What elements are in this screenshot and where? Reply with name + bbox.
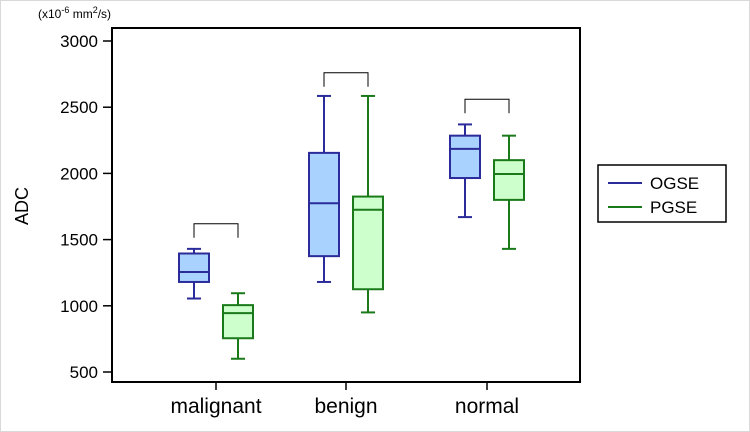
- unit-exponent: -6: [61, 5, 69, 15]
- unit-suffix: /s): [98, 7, 111, 21]
- legend-label-pgse: PGSE: [650, 198, 697, 217]
- boxes-group: [178, 94, 525, 360]
- bracket-benign: [323, 72, 369, 87]
- box-ogse-malignant-iqr: [178, 252, 210, 283]
- legend-label-ogse: OGSE: [650, 174, 699, 193]
- unit-prefix: (x10: [38, 7, 62, 21]
- y-tick-label-2500: 2500: [60, 98, 98, 117]
- legend-box: [597, 164, 727, 223]
- y-tick-label-1500: 1500: [60, 231, 98, 250]
- box-ogse-normal: [449, 123, 481, 219]
- x-tick-label-benign: benign: [314, 395, 377, 418]
- bracket-malignant: [193, 223, 239, 238]
- y-tick-label-500: 500: [70, 363, 98, 382]
- x-tick-label-malignant: malignant: [170, 395, 261, 418]
- y-tick-label-1000: 1000: [60, 297, 98, 316]
- box-pgse-benign-iqr: [352, 195, 384, 291]
- box-pgse-malignant: [222, 292, 254, 360]
- x-tick-label-normal: normal: [455, 395, 519, 418]
- box-ogse-benign-iqr: [308, 151, 340, 258]
- y-tick-label-2000: 2000: [60, 164, 98, 183]
- y-axis: 500 1000 1500 2000 2500 3000: [60, 32, 112, 382]
- box-ogse-normal-iqr: [449, 134, 481, 180]
- box-ogse-benign: [308, 94, 340, 283]
- unit-mid: mm: [69, 7, 92, 21]
- box-ogse-malignant: [178, 247, 210, 300]
- y-tick-label-3000: 3000: [60, 32, 98, 51]
- box-pgse-malignant-iqr: [222, 304, 254, 340]
- box-pgse-normal-iqr: [493, 159, 525, 201]
- x-axis: malignant benign normal: [170, 382, 519, 418]
- box-pgse-normal: [493, 134, 525, 250]
- box-pgse-benign: [352, 94, 384, 314]
- legend: OGSE PGSE: [597, 164, 727, 223]
- significance-brackets: [193, 72, 510, 238]
- unit-square: 2: [93, 5, 98, 15]
- bracket-normal: [464, 98, 510, 114]
- y-axis-title: ADC: [12, 187, 32, 225]
- y-unit-label: (x10-6 mm2/s): [38, 5, 111, 21]
